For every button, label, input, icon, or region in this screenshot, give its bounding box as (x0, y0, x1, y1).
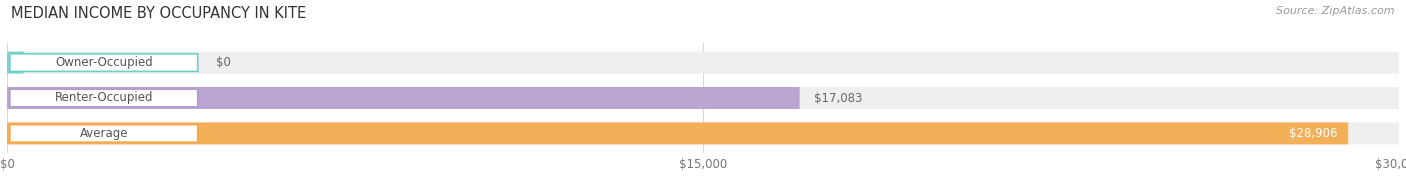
FancyBboxPatch shape (10, 54, 198, 71)
FancyBboxPatch shape (7, 52, 24, 74)
FancyBboxPatch shape (7, 87, 800, 109)
FancyBboxPatch shape (7, 52, 1399, 74)
Text: Source: ZipAtlas.com: Source: ZipAtlas.com (1277, 6, 1395, 16)
Text: Renter-Occupied: Renter-Occupied (55, 92, 153, 104)
FancyBboxPatch shape (7, 122, 1399, 144)
Text: $17,083: $17,083 (814, 92, 862, 104)
Text: MEDIAN INCOME BY OCCUPANCY IN KITE: MEDIAN INCOME BY OCCUPANCY IN KITE (11, 6, 307, 21)
FancyBboxPatch shape (10, 89, 198, 107)
FancyBboxPatch shape (10, 125, 198, 142)
FancyBboxPatch shape (7, 87, 1399, 109)
Text: Owner-Occupied: Owner-Occupied (55, 56, 153, 69)
Text: $28,906: $28,906 (1288, 127, 1337, 140)
Text: Average: Average (80, 127, 128, 140)
Text: $0: $0 (217, 56, 231, 69)
FancyBboxPatch shape (7, 122, 1348, 144)
